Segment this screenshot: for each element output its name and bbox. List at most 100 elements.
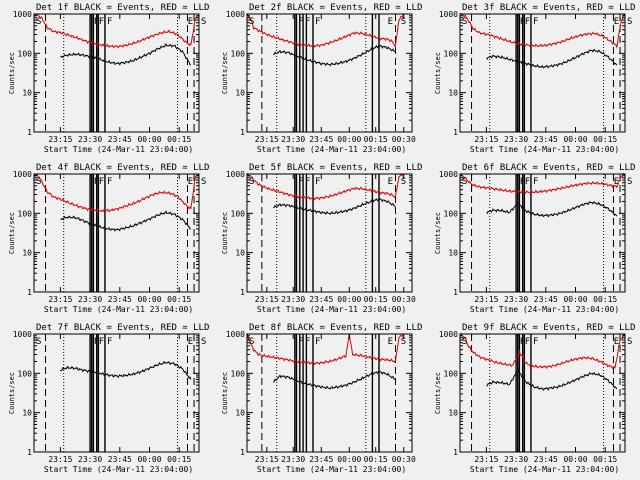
event-marker-label: S xyxy=(201,177,206,187)
plot-frame xyxy=(459,173,626,293)
y-tick-label: 1000 xyxy=(13,330,32,339)
event-marker-label: S xyxy=(627,17,632,27)
chart-panel-7: Det 7f BLACK = Events, RED = LLD 1000 100 1… xyxy=(8,323,209,474)
event-marker-label: F xyxy=(107,337,112,347)
event-marker-label: F xyxy=(525,17,530,27)
series-line-events xyxy=(272,369,396,390)
event-marker-label: S xyxy=(249,177,254,187)
x-tick-label: 23:30 xyxy=(504,135,528,144)
y-tick-label: 1000 xyxy=(439,170,458,179)
event-marker-label: F xyxy=(315,17,320,27)
y-tick-label: 1000 xyxy=(226,330,245,339)
series-line-events xyxy=(486,200,618,218)
event-marker-label: S xyxy=(36,17,41,27)
y-axis-label: Counts/sec xyxy=(434,372,442,414)
chart-title: Det 5f BLACK = Events, RED = LLD xyxy=(249,163,422,173)
x-tick-label: 00:00 xyxy=(337,135,361,144)
event-marker-label: E xyxy=(614,17,619,27)
y-tick-label: 1000 xyxy=(13,10,32,19)
event-marker-label: F xyxy=(94,177,99,187)
series-line-lld xyxy=(33,13,200,49)
event-marker-label: S xyxy=(36,177,41,187)
x-tick-label: 23:30 xyxy=(504,455,528,464)
event-marker-label: F xyxy=(107,177,112,187)
event-marker-label: E xyxy=(614,177,619,187)
chart-title: Det 6f BLACK = Events, RED = LLD xyxy=(462,163,635,173)
y-tick-label: 100 xyxy=(444,49,459,58)
x-tick-label: 23:30 xyxy=(78,455,102,464)
x-tick-label: 23:15 xyxy=(474,135,498,144)
plot-frame xyxy=(33,13,200,133)
event-marker-label: F xyxy=(94,337,99,347)
plot-frame xyxy=(33,333,200,453)
event-marker-label: S xyxy=(401,17,406,27)
y-tick-label: 1000 xyxy=(226,170,245,179)
event-marker-label: F xyxy=(525,337,530,347)
x-tick-label: 23:45 xyxy=(534,135,558,144)
series-line-lld xyxy=(246,12,405,48)
y-axis-label: Counts/sec xyxy=(8,372,16,414)
x-tick-label: 00:00 xyxy=(563,295,587,304)
x-tick-label: 23:15 xyxy=(48,295,72,304)
x-tick-label: 00:15 xyxy=(364,135,388,144)
x-tick-label: 00:00 xyxy=(563,455,587,464)
y-tick-label: 10 xyxy=(448,89,458,98)
series-line-lld xyxy=(246,333,405,366)
x-tick-label: 23:15 xyxy=(255,135,279,144)
series-line-lld xyxy=(459,332,626,370)
x-axis-label: Start Time (24-Mar-11 23:04:00) xyxy=(44,465,193,474)
x-tick-label: 00:15 xyxy=(167,455,191,464)
x-tick-label: 00:00 xyxy=(137,135,161,144)
plot-frame xyxy=(459,333,626,453)
event-marker-label: F xyxy=(305,177,310,187)
series-line-events xyxy=(60,43,192,66)
event-marker-label: S xyxy=(401,337,406,347)
event-marker-label: S xyxy=(462,17,467,27)
chart-panel-1: Det 1f BLACK = Events, RED = LLD 1000 100 1… xyxy=(8,3,209,154)
event-marker-label: E xyxy=(388,17,393,27)
event-marker-label: F xyxy=(520,177,525,187)
x-tick-label: 00:30 xyxy=(392,295,416,304)
x-tick-label: 23:30 xyxy=(281,455,305,464)
x-tick-label: 00:00 xyxy=(137,455,161,464)
y-tick-label: 100 xyxy=(444,209,459,218)
chart-title: Det 1f BLACK = Events, RED = LLD xyxy=(36,3,209,13)
x-tick-label: 23:30 xyxy=(504,295,528,304)
event-marker-label: S xyxy=(201,17,206,27)
series-line-events xyxy=(486,48,618,69)
y-axis-label: Counts/sec xyxy=(221,372,229,414)
x-tick-label: 00:30 xyxy=(392,455,416,464)
y-tick-label: 10 xyxy=(22,409,32,418)
x-tick-label: 23:30 xyxy=(281,135,305,144)
event-marker-label: F xyxy=(315,177,320,187)
series-line-lld xyxy=(459,172,626,195)
x-tick-label: 23:15 xyxy=(255,455,279,464)
y-tick-label: 100 xyxy=(18,369,33,378)
y-axis-label: Counts/sec xyxy=(434,52,442,94)
chart-panel-4: Det 4f BLACK = Events, RED = LLD 1000 100 1… xyxy=(8,163,209,314)
event-marker-label: S xyxy=(627,177,632,187)
x-axis-label: Start Time (24-Mar-11 23:04:00) xyxy=(44,145,193,154)
x-tick-label: 00:15 xyxy=(593,455,617,464)
x-tick-label: 23:30 xyxy=(281,295,305,304)
y-tick-label: 1 xyxy=(453,288,458,297)
x-tick-label: 00:15 xyxy=(167,295,191,304)
y-tick-label: 1000 xyxy=(226,10,245,19)
event-marker-label: F xyxy=(99,337,104,347)
x-tick-label: 00:00 xyxy=(337,455,361,464)
event-marker-label: S xyxy=(249,337,254,347)
y-axis-label: Counts/sec xyxy=(8,52,16,94)
x-tick-label: 23:30 xyxy=(78,135,102,144)
y-tick-label: 1000 xyxy=(439,10,458,19)
event-marker-label: E xyxy=(388,177,393,187)
event-marker-label: F xyxy=(533,177,538,187)
y-tick-label: 1 xyxy=(240,288,245,297)
y-tick-label: 10 xyxy=(22,249,32,258)
event-marker-label: F xyxy=(299,337,304,347)
y-tick-label: 100 xyxy=(231,209,246,218)
y-axis-label: Counts/sec xyxy=(221,212,229,254)
event-marker-label: F xyxy=(305,337,310,347)
y-tick-label: 10 xyxy=(235,409,245,418)
x-tick-label: 23:15 xyxy=(255,295,279,304)
x-axis-label: Start Time (24-Mar-11 23:04:00) xyxy=(257,465,406,474)
